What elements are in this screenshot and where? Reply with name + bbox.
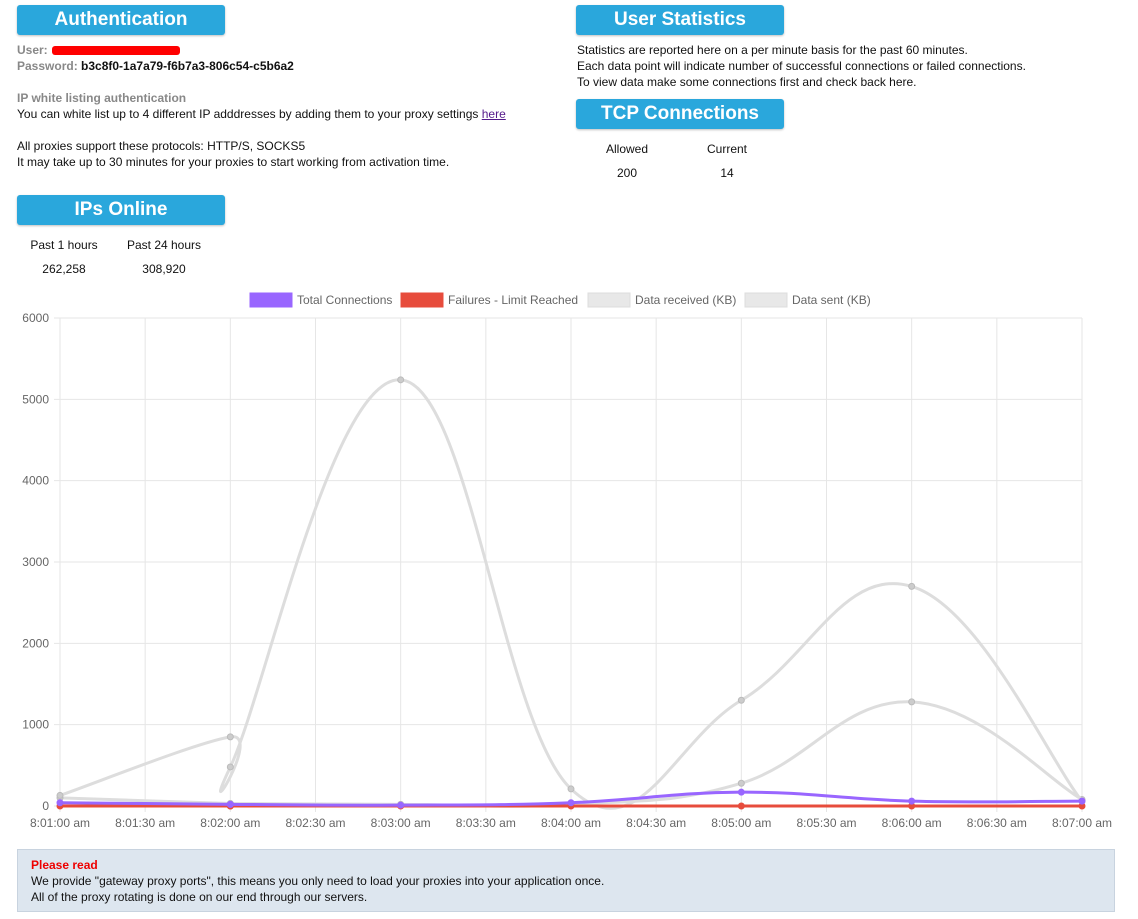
y-tick-label: 4000 <box>22 474 49 488</box>
tcp-allowed: Allowed 200 <box>597 142 657 180</box>
data-point <box>1078 797 1086 805</box>
legend-swatch <box>249 292 293 308</box>
notice-line-2: All of the proxy rotating is done on our… <box>31 890 368 904</box>
activation-text: It may take up to 30 minutes for your pr… <box>17 155 450 169</box>
data-point <box>567 799 575 807</box>
y-tick-label: 0 <box>42 799 49 813</box>
legend-label: Data received (KB) <box>635 293 736 307</box>
ips-online-header: IPs Online <box>17 195 225 225</box>
stats-line-2: Each data point will indicate number of … <box>577 59 1026 73</box>
tcp-current-label: Current <box>706 142 747 156</box>
connections-chart: 0 1000 2000 3000 4000 5000 6000 8:01:00 am 8:01:… <box>22 292 1112 830</box>
data-point <box>397 376 405 384</box>
data-point <box>226 800 234 808</box>
data-point <box>737 696 745 704</box>
x-tick-label: 8:06:30 am <box>967 816 1027 830</box>
data-point <box>908 698 916 706</box>
series-line <box>59 378 1084 810</box>
ips-past-1-label: Past 1 hours <box>30 238 98 252</box>
data-point <box>226 763 234 771</box>
legend-label: Data sent (KB) <box>792 293 871 307</box>
user-row: User: <box>17 43 180 57</box>
legend-swatch <box>400 292 444 308</box>
authentication-header: Authentication <box>17 5 225 35</box>
tcp-allowed-value: 200 <box>616 166 638 180</box>
x-tick-label: 8:03:30 am <box>456 816 516 830</box>
x-tick-label: 8:07:00 am <box>1052 816 1112 830</box>
y-tick-label: 2000 <box>22 636 49 650</box>
legend-label: Total Connections <box>297 293 392 307</box>
password-row: Password: b3c8f0-1a7a79-f6b7a3-806c54-c5… <box>17 59 294 73</box>
data-point <box>737 802 745 810</box>
x-tick-label: 8:03:00 am <box>371 816 431 830</box>
data-point <box>567 785 575 793</box>
x-tick-label: 8:06:00 am <box>882 816 942 830</box>
ips-past-24-label: Past 24 hours <box>126 238 202 252</box>
y-tick-label: 1000 <box>22 718 49 732</box>
y-tick-label: 6000 <box>22 311 49 325</box>
data-point <box>226 733 234 741</box>
tcp-connections-header: TCP Connections <box>576 99 784 129</box>
x-tick-label: 8:01:00 am <box>30 816 90 830</box>
whitelist-text: You can white list up to 4 different IP … <box>17 107 479 121</box>
y-tick-label: 3000 <box>22 555 49 569</box>
data-point <box>908 797 916 805</box>
data-point <box>737 779 745 787</box>
protocols-text: All proxies support these protocols: HTT… <box>17 139 306 153</box>
redacted-username <box>51 46 180 56</box>
whitelist-row: You can white list up to 4 different IP … <box>17 107 506 121</box>
data-point <box>397 801 405 809</box>
ips-past-1-value: 262,258 <box>42 262 86 276</box>
legend-swatch <box>744 292 788 308</box>
stats-line-1: Statistics are reported here on a per mi… <box>577 43 968 57</box>
ips-past-24-hours: Past 24 hours 308,920 <box>119 238 209 276</box>
user-statistics-header: User Statistics <box>576 5 784 35</box>
series-line <box>59 790 1083 807</box>
x-tick-label: 8:01:30 am <box>115 816 175 830</box>
ips-past-24-value: 308,920 <box>142 262 186 276</box>
data-point <box>737 788 745 796</box>
y-tick-label: 5000 <box>22 392 49 406</box>
ips-past-1-hours: Past 1 hours 262,258 <box>24 238 104 276</box>
stats-line-3: To view data make some connections first… <box>577 75 917 89</box>
password-label: Password: <box>17 59 78 73</box>
data-point <box>56 799 64 807</box>
tcp-allowed-label: Allowed <box>605 142 649 156</box>
tcp-current: Current 14 <box>697 142 757 180</box>
data-point <box>56 791 64 799</box>
x-tick-label: 8:05:00 am <box>711 816 771 830</box>
data-point <box>908 582 916 590</box>
whitelist-settings-link[interactable]: here <box>481 107 506 121</box>
password-value: b3c8f0-1a7a79-f6b7a3-806c54-c5b6a2 <box>81 59 294 73</box>
please-read-notice: Please read We provide "gateway proxy po… <box>17 849 1115 912</box>
x-tick-label: 8:05:30 am <box>796 816 856 830</box>
x-tick-label: 8:04:30 am <box>626 816 686 830</box>
x-tick-label: 8:04:00 am <box>541 816 601 830</box>
user-label: User: <box>17 43 48 57</box>
notice-line-1: We provide "gateway proxy ports", this m… <box>31 874 605 888</box>
legend-label: Failures - Limit Reached <box>448 293 578 307</box>
whitelist-title: IP white listing authentication <box>17 91 187 105</box>
legend-swatch <box>587 292 631 308</box>
x-tick-label: 8:02:00 am <box>200 816 260 830</box>
notice-title: Please read <box>31 858 98 872</box>
tcp-current-value: 14 <box>720 166 734 180</box>
x-tick-label: 8:02:30 am <box>285 816 345 830</box>
